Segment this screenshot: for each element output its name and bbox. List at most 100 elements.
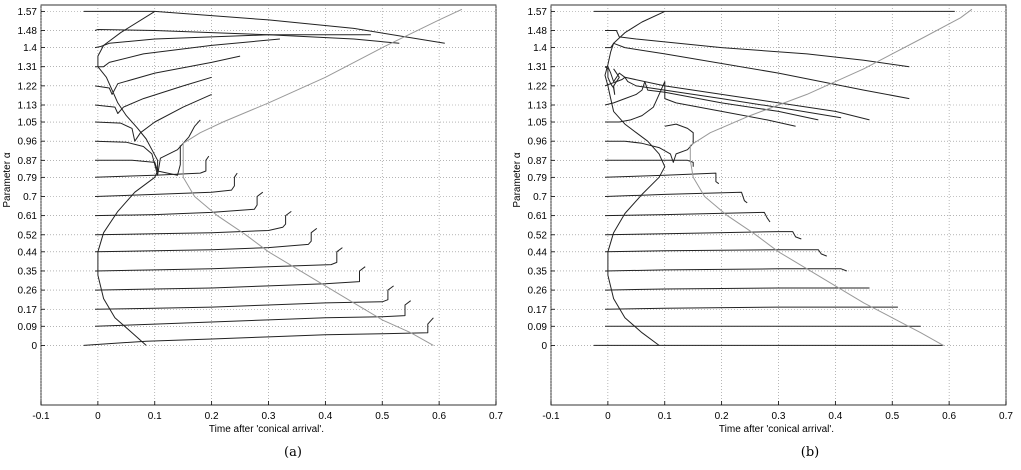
x-tick-label: 0 — [95, 411, 101, 422]
series-line-15 — [94, 55, 241, 95]
y-axis-title: Parameter α — [2, 152, 13, 207]
series-line-3 — [94, 285, 394, 310]
x-tick-label: 0 — [605, 411, 611, 422]
y-tick-label: 0.44 — [528, 247, 548, 258]
y-tick-label: 0.09 — [528, 322, 548, 333]
y-tick-label: 0.09 — [18, 322, 38, 333]
y-tick-label: 0.17 — [18, 305, 38, 316]
series-line-21 — [604, 10, 666, 346]
y-tick-label: 0.17 — [528, 305, 548, 316]
y-tick-label: 0.26 — [528, 286, 548, 297]
y-tick-label: 1.05 — [528, 118, 548, 129]
panel-caption: (a) — [284, 445, 302, 460]
y-tick-label: 0.87 — [528, 156, 548, 167]
y-tick-label: 1.57 — [18, 7, 38, 18]
y-tick-label: 0.7 — [23, 192, 37, 203]
y-tick-label: 1.48 — [528, 26, 548, 37]
y-tick-label: 0.96 — [528, 137, 548, 148]
series-line-9 — [604, 191, 748, 204]
series-line-4 — [604, 287, 870, 291]
y-tick-label: 1.22 — [528, 81, 548, 92]
series-line-10 — [94, 155, 210, 178]
x-tick-label: 0.7 — [999, 411, 1013, 422]
y-tick-label: 0.87 — [18, 156, 38, 167]
series-line-13 — [94, 93, 212, 142]
x-tick-label: 0.6 — [942, 411, 956, 422]
series-line-6 — [94, 228, 318, 253]
y-tick-label: 1.31 — [528, 62, 548, 73]
series-line-19 — [83, 10, 445, 44]
y-tick-label: 1.48 — [18, 26, 38, 37]
y-tick-label: 0 — [541, 341, 547, 352]
chart-panel-b: -0.1 0 0.1 0.2 0.3 0.4 0.5 0.6 0.7 0 0.09 0.17 0.26 0… — [512, 4, 1013, 460]
series-line-5 — [604, 268, 847, 272]
series-line-7 — [604, 231, 802, 240]
y-tick-label: 0.35 — [18, 266, 38, 277]
y-tick-label: 1.13 — [18, 101, 38, 112]
y-tick-label: 1.22 — [18, 81, 38, 92]
y-tick-label: 0.52 — [528, 230, 548, 241]
series-line-16 — [605, 66, 870, 121]
series-line-19 — [605, 30, 910, 68]
series-line-3 — [604, 306, 898, 310]
x-tick-label: 0.3 — [772, 411, 786, 422]
x-tick-label: 0.2 — [205, 411, 219, 422]
y-tick-label: 0.61 — [528, 211, 548, 222]
series-line-11 — [605, 159, 694, 167]
series-line-20 — [97, 10, 159, 346]
y-tick-label: 0.44 — [18, 247, 38, 258]
series-line-4 — [94, 266, 366, 291]
y-tick-label: 1.05 — [18, 118, 38, 129]
x-tick-label: 0.3 — [262, 411, 276, 422]
series-line-1 — [83, 317, 434, 346]
series-line-2 — [94, 300, 412, 327]
y-tick-label: 0 — [31, 341, 37, 352]
x-tick-label: 0.1 — [658, 411, 672, 422]
x-tick-label: 0.7 — [489, 411, 503, 422]
y-tick-label: 0.61 — [18, 211, 38, 222]
series-line-9 — [94, 172, 238, 197]
y-tick-label: 0.7 — [533, 192, 547, 203]
chart-panel-a: -0.1 0 0.1 0.2 0.3 0.4 0.5 0.6 0.7 0 0.09 0.17 0.26 0… — [2, 4, 503, 460]
y-tick-label: 0.26 — [18, 286, 38, 297]
series-line-17 — [604, 66, 620, 95]
x-tick-label: 0.4 — [828, 411, 842, 422]
series-line-18 — [605, 42, 910, 100]
y-tick-label: 1.31 — [18, 62, 38, 73]
series-line-15 — [604, 76, 842, 119]
series-line-8 — [604, 211, 771, 223]
x-axis-title: Time after 'conical arrival'. — [209, 424, 324, 435]
x-tick-label: 0.4 — [318, 411, 332, 422]
x-tick-label: 0.5 — [375, 411, 389, 422]
y-tick-label: 0.35 — [528, 266, 548, 277]
series-line-22 — [689, 8, 973, 346]
y-tick-label: 0.79 — [18, 173, 38, 184]
series-line-8 — [94, 191, 264, 217]
x-axis-title: Time after 'conical arrival'. — [719, 424, 834, 435]
series-line-5 — [94, 247, 343, 272]
x-tick-label: -0.1 — [32, 411, 50, 422]
series-line-16 — [95, 38, 280, 68]
x-tick-label: 0.6 — [432, 411, 446, 422]
y-tick-label: 1.13 — [528, 101, 548, 112]
y-tick-label: 1.4 — [533, 43, 547, 54]
series-line-21 — [182, 8, 463, 346]
series-line-18 — [94, 29, 400, 44]
series-line-10 — [604, 172, 720, 185]
series-line-7 — [94, 210, 292, 236]
y-tick-label: 0.96 — [18, 137, 38, 148]
x-tick-label: 0.1 — [148, 411, 162, 422]
series-line-17 — [94, 34, 371, 49]
y-axis-title: Parameter α — [512, 152, 523, 207]
y-tick-label: 0.79 — [528, 173, 548, 184]
series-line-12 — [94, 119, 201, 176]
x-tick-label: 0.5 — [885, 411, 899, 422]
series-line-6 — [604, 249, 827, 257]
series-line-13 — [605, 81, 796, 127]
y-tick-label: 1.4 — [23, 43, 37, 54]
y-tick-label: 1.57 — [528, 7, 548, 18]
x-tick-label: 0.2 — [715, 411, 729, 422]
panel-caption: (b) — [801, 445, 819, 460]
series-line-14 — [94, 76, 212, 114]
